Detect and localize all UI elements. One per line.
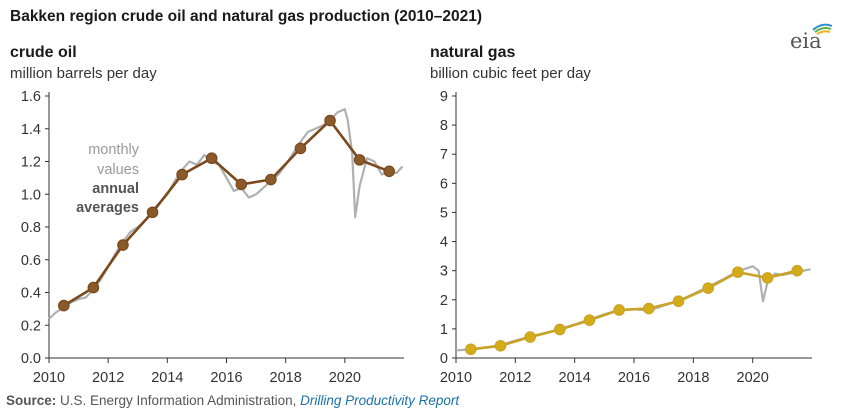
oil-y-tick-label: 1.4 bbox=[21, 122, 41, 138]
source-link[interactable]: Drilling Productivity Report bbox=[300, 393, 460, 408]
oil-x-tick-label: 2016 bbox=[210, 370, 242, 386]
source-line: Source: U.S. Energy Information Administ… bbox=[6, 393, 459, 408]
source-label: Source: bbox=[6, 393, 57, 408]
oil-annual-point bbox=[324, 114, 336, 127]
oil-x-tick-label: 2014 bbox=[151, 370, 183, 386]
oil-annual-point bbox=[57, 299, 70, 312]
gas-y-tick-label: 0 bbox=[440, 351, 448, 367]
oil-annual-point bbox=[146, 206, 159, 219]
oil-y-tick-label: 1.0 bbox=[21, 187, 41, 203]
gas-y-tick-label: 5 bbox=[440, 205, 448, 221]
eia-logo: eia bbox=[786, 20, 836, 56]
gas-y-tick-label: 3 bbox=[440, 264, 448, 280]
oil-annual-point bbox=[294, 142, 307, 155]
gas-x-tick-label: 2014 bbox=[559, 370, 591, 386]
oil-y-tick-label: 0.8 bbox=[21, 220, 41, 236]
gas-y-tick-label: 2 bbox=[440, 293, 448, 309]
oil-y-tick-label: 0.6 bbox=[21, 253, 41, 269]
chart-title: Bakken region crude oil and natural gas … bbox=[10, 8, 483, 25]
oil-x-tick-label: 2010 bbox=[33, 370, 65, 386]
gas-y-tick-label: 8 bbox=[440, 118, 448, 134]
gas-annual-point bbox=[791, 264, 803, 277]
gas-annual-point bbox=[465, 343, 477, 356]
annotation-monthly-1: monthly bbox=[88, 142, 140, 158]
gas-annual-line bbox=[470, 269, 798, 351]
oil-y-tick-label: 0.4 bbox=[21, 286, 41, 302]
oil-annual-point bbox=[205, 152, 218, 165]
gas-annual-point bbox=[672, 295, 685, 308]
gas-x-tick-label: 2020 bbox=[737, 370, 769, 386]
oil-y-tick-label: 0.0 bbox=[21, 351, 41, 367]
gas-y-tick-label: 7 bbox=[440, 147, 448, 163]
gas-annual-point bbox=[643, 302, 655, 315]
oil-x-tick-label: 2018 bbox=[270, 370, 302, 386]
oil-annual-point bbox=[176, 168, 188, 181]
oil-annual-point bbox=[87, 281, 100, 294]
oil-x-tick-label: 2020 bbox=[329, 370, 361, 386]
gas-x-tick-label: 2016 bbox=[618, 370, 650, 386]
gas-annual-point bbox=[554, 323, 566, 336]
gas-panel-title: natural gas bbox=[430, 44, 516, 61]
oil-panel-title: crude oil bbox=[10, 44, 77, 61]
source-text: U.S. Energy Information Administration, bbox=[56, 393, 301, 408]
gas-annual-point bbox=[613, 304, 625, 316]
oil-y-tick-label: 1.6 bbox=[21, 89, 41, 105]
gas-x-tick-label: 2012 bbox=[499, 370, 531, 386]
oil-y-tick-label: 1.2 bbox=[21, 155, 41, 171]
gas-annual-point bbox=[732, 266, 744, 278]
oil-x-tick-label: 2012 bbox=[92, 370, 124, 386]
gas-y-tick-label: 1 bbox=[440, 322, 448, 338]
gas-y-tick-label: 9 bbox=[440, 89, 448, 105]
annotation-annual-1: annual bbox=[92, 181, 139, 197]
gas-annual-point bbox=[583, 314, 596, 326]
gas-x-tick-label: 2010 bbox=[440, 370, 472, 386]
annotation-annual-2: averages bbox=[76, 200, 139, 216]
gas-annual-point bbox=[494, 339, 507, 352]
oil-y-tick-label: 0.2 bbox=[21, 318, 41, 334]
oil-panel-unit: million barrels per day bbox=[10, 65, 157, 82]
oil-annual-point bbox=[235, 178, 248, 191]
gas-annual-point bbox=[702, 282, 714, 294]
oil-annual-point bbox=[265, 173, 277, 186]
gas-annual-point bbox=[524, 331, 536, 343]
gas-y-tick-label: 6 bbox=[440, 176, 448, 192]
oil-annual-point bbox=[353, 154, 366, 166]
gas-x-tick-label: 2018 bbox=[677, 370, 709, 386]
oil-annual-point bbox=[117, 239, 129, 251]
gas-panel-unit: billion cubic feet per day bbox=[430, 65, 591, 82]
annotation-monthly-2: values bbox=[97, 162, 139, 178]
oil-annual-line bbox=[63, 119, 390, 307]
gas-y-tick-label: 4 bbox=[440, 235, 448, 251]
eia-logo-arcs-icon bbox=[812, 23, 833, 35]
gas-annual-point bbox=[761, 272, 774, 284]
eia-logo-text: eia bbox=[790, 29, 822, 53]
oil-annual-point bbox=[383, 165, 396, 178]
